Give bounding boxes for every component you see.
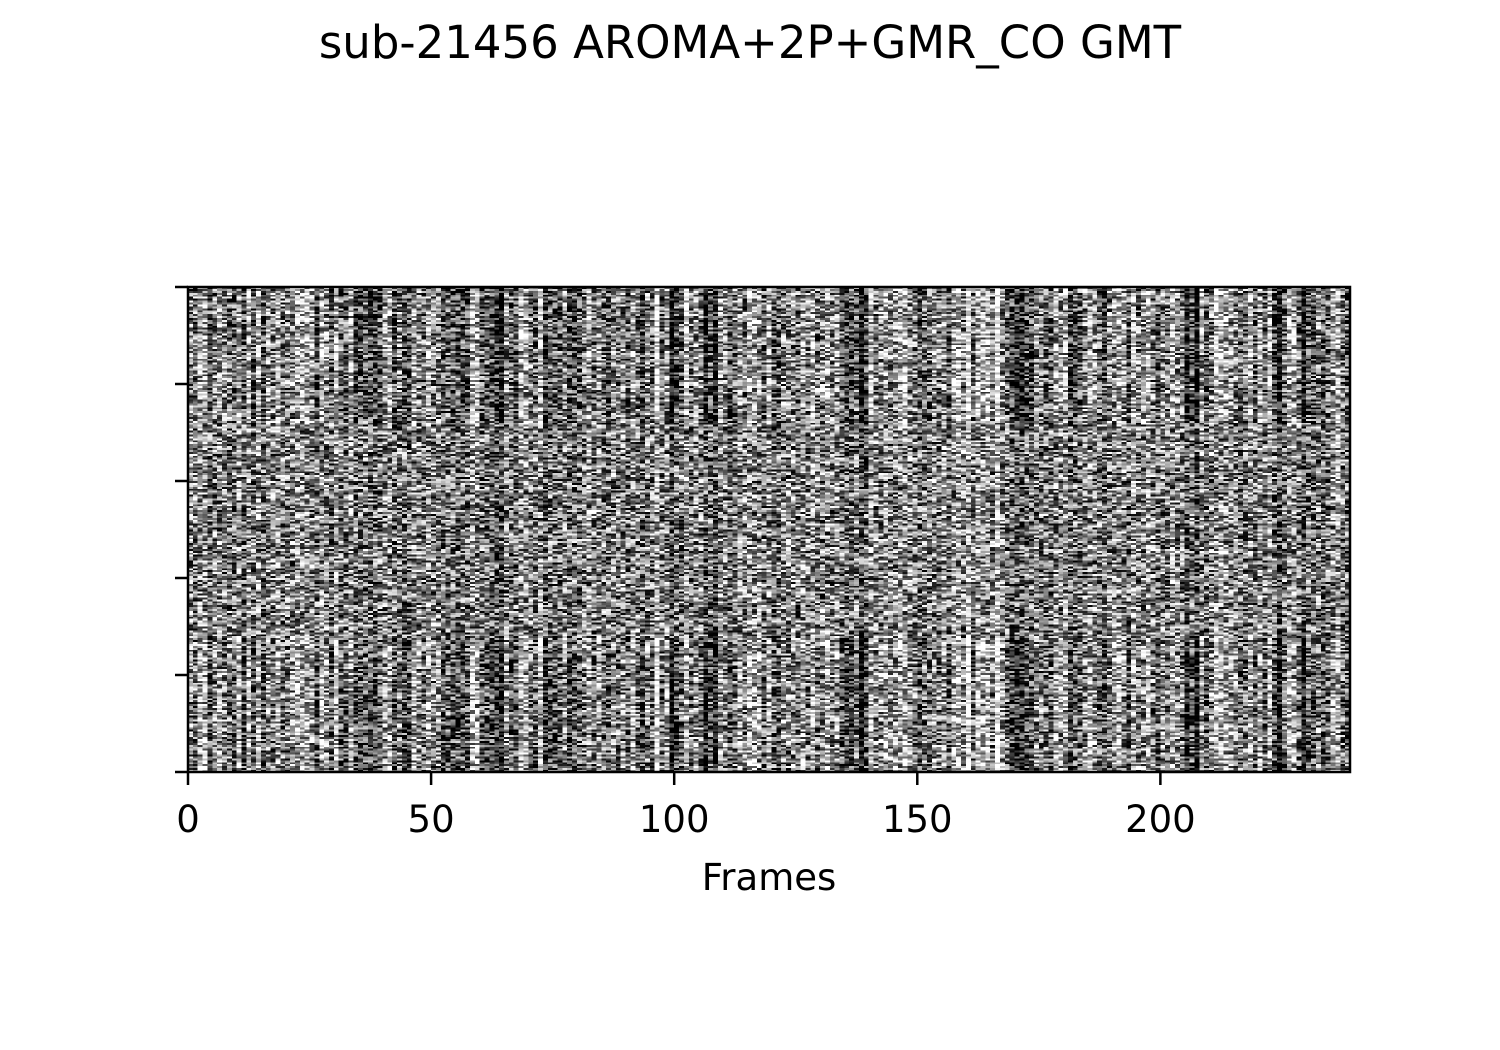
x-axis-label: Frames: [702, 856, 837, 899]
x-tick-label: 100: [639, 798, 710, 841]
plot-area: [186, 285, 1352, 774]
y-axis: [175, 285, 188, 774]
x-tick-label: 200: [1125, 798, 1196, 841]
x-tick-label: 150: [882, 798, 953, 841]
x-axis: 0 50 100 150 200: [176, 772, 1196, 841]
chart-title: sub-21456 AROMA+2P+GMR_CO GMT: [319, 16, 1182, 69]
x-tick-label: 50: [408, 798, 455, 841]
plot-frame: [186, 285, 1352, 774]
x-tick-label: 0: [176, 798, 200, 841]
heatmap-image: [188, 287, 1350, 772]
